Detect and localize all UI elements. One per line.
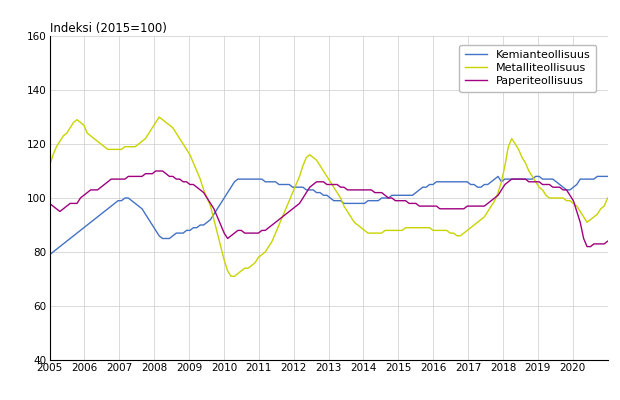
Paperiteollisuus (275, 217, 283, 222)
Kemianteollisuus (494, 174, 502, 179)
Metalliteollisuus (278, 214, 286, 219)
Line: Metalliteollisuus: Metalliteollisuus (50, 117, 608, 276)
Metalliteollisuus (484, 209, 492, 214)
Metalliteollisuus (228, 274, 235, 279)
Kemianteollisuus (453, 179, 461, 184)
Paperiteollisuus (152, 169, 159, 174)
Paperiteollisuus (316, 179, 324, 184)
Line: Paperiteollisuus: Paperiteollisuus (50, 171, 608, 246)
Metalliteollisuus (583, 220, 591, 225)
Paperiteollisuus (480, 204, 488, 208)
Paperiteollisuus (457, 206, 464, 211)
Metalliteollisuus (320, 169, 327, 174)
Kemianteollisuus (477, 185, 485, 190)
Text: Indeksi (2015=100): Indeksi (2015=100) (50, 22, 167, 35)
Paperiteollisuus (131, 174, 139, 179)
Kemianteollisuus (313, 190, 321, 195)
Metalliteollisuus (131, 144, 139, 149)
Line: Kemianteollisuus: Kemianteollisuus (50, 176, 608, 255)
Paperiteollisuus (580, 236, 587, 241)
Metalliteollisuus (460, 231, 467, 236)
Metalliteollisuus (156, 114, 163, 119)
Kemianteollisuus (46, 252, 53, 257)
Paperiteollisuus (583, 244, 591, 249)
Legend: Kemianteollisuus, Metalliteollisuus, Paperiteollisuus: Kemianteollisuus, Metalliteollisuus, Pap… (459, 45, 596, 92)
Kemianteollisuus (272, 179, 279, 184)
Paperiteollisuus (604, 239, 611, 244)
Paperiteollisuus (46, 201, 53, 206)
Metalliteollisuus (46, 163, 53, 168)
Metalliteollisuus (604, 196, 611, 200)
Kemianteollisuus (131, 201, 139, 206)
Kemianteollisuus (580, 177, 587, 182)
Kemianteollisuus (604, 174, 611, 179)
